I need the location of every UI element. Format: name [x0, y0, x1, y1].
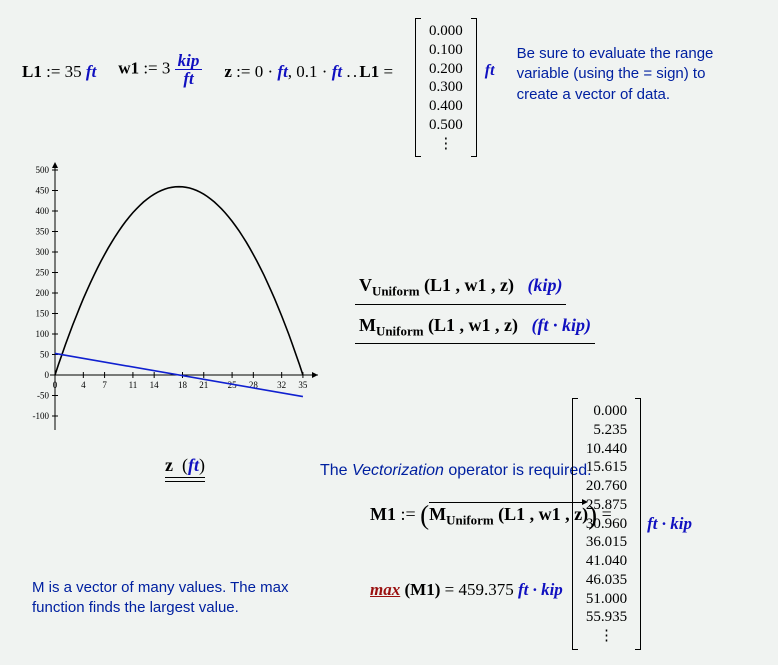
- note-max: M is a vector of many values. The max fu…: [32, 578, 332, 619]
- w1-val: 3: [162, 58, 171, 77]
- z-vector-values: 0.0000.1000.2000.3000.4000.500⋮: [421, 18, 471, 157]
- M1-sub: Uniform: [446, 513, 494, 528]
- legend-V-sub: Uniform: [372, 284, 420, 299]
- note-evaluate-range: Be sure to evaluate the range variable (…: [517, 44, 727, 105]
- w1-unit-fraction: kip ft: [175, 52, 203, 87]
- M1-fn: M: [429, 504, 446, 524]
- svg-text:11: 11: [129, 380, 138, 390]
- w1-unit-num: kip: [175, 52, 203, 70]
- L1-val: 35: [65, 62, 82, 81]
- svg-text:200: 200: [36, 288, 50, 298]
- svg-text:150: 150: [36, 309, 50, 319]
- w1-unit-den: ft: [175, 70, 203, 87]
- svg-text:7: 7: [102, 380, 107, 390]
- max-arg: (M1): [404, 580, 440, 599]
- legend-M: MUniform (L1 , w1 , z) (ft · kip): [355, 315, 595, 345]
- vectorize-arrow: MUniform (L1 , w1 , z): [429, 502, 588, 529]
- z-op: :=: [236, 62, 250, 81]
- z-unit1: ft: [277, 62, 287, 81]
- L1-name: L1: [22, 62, 42, 81]
- axis-unit: ft: [188, 455, 199, 475]
- z-upto: L1: [359, 62, 379, 81]
- svg-text:14: 14: [150, 380, 160, 390]
- svg-text:250: 250: [36, 268, 50, 278]
- svg-text:50: 50: [40, 350, 50, 360]
- svg-text:-50: -50: [37, 391, 49, 401]
- M1-vector: 0.0005.23510.44015.61520.76025.87530.960…: [572, 398, 692, 650]
- svg-text:18: 18: [178, 380, 188, 390]
- svg-text:350: 350: [36, 227, 50, 237]
- legend-V-fn: V: [359, 275, 372, 295]
- legend-M-args: (L1 , w1 , z): [428, 315, 518, 335]
- L1-op: :=: [46, 62, 60, 81]
- svg-text:0: 0: [45, 370, 50, 380]
- svg-text:300: 300: [36, 247, 50, 257]
- z-step: 0.1: [296, 62, 317, 81]
- legend-M-sub: Uniform: [376, 323, 424, 338]
- svg-text:21: 21: [199, 380, 208, 390]
- legend-V-args: (L1 , w1 , z): [424, 275, 514, 295]
- z-start: 0: [255, 62, 264, 81]
- svg-text:450: 450: [36, 186, 50, 196]
- legend-V-unit: (kip): [527, 275, 562, 295]
- legend-block: VUniform (L1 , w1 , z) (kip) MUniform (L…: [355, 275, 595, 354]
- max-val: 459.375: [458, 580, 513, 599]
- def-z: z := 0 · ft, 0.1 · ft . . L1 =: [224, 62, 393, 82]
- note2c: operator is required.: [444, 462, 592, 479]
- definitions-row: L1 := 35 ft w1 := 3 kip ft z := 0 · ft, …: [22, 18, 756, 157]
- max-fn: max: [370, 580, 400, 599]
- svg-text:100: 100: [36, 329, 50, 339]
- M1-lhs: M1: [370, 504, 396, 524]
- svg-text:0: 0: [53, 380, 58, 390]
- note2a: The: [320, 462, 352, 479]
- M1-op: :=: [401, 504, 416, 524]
- x-axis-label: z (ft): [50, 449, 320, 482]
- legend-M-fn: M: [359, 315, 376, 335]
- w1-op: :=: [143, 58, 157, 77]
- svg-text:500: 500: [36, 165, 50, 175]
- moment-shear-chart: 0471114182125283235-100-5005010015020025…: [20, 160, 320, 482]
- max-expression: max (M1) = 459.375 ft · kip: [370, 580, 563, 600]
- z-dots: . .: [346, 62, 359, 81]
- z-name: z: [224, 62, 232, 81]
- chart-svg: 0471114182125283235-100-5005010015020025…: [20, 160, 320, 440]
- note-vectorization: The Vectorization operator is required.: [320, 460, 592, 482]
- L1-unit: ft: [86, 62, 96, 81]
- legend-M-unit: (ft · kip): [531, 315, 590, 335]
- axis-var: z: [165, 455, 173, 475]
- M1-vector-unit: ft · kip: [647, 514, 692, 534]
- legend-V: VUniform (L1 , w1 , z) (kip): [355, 275, 566, 305]
- svg-text:400: 400: [36, 206, 50, 216]
- svg-text:4: 4: [81, 380, 86, 390]
- max-unit: ft · kip: [518, 580, 563, 599]
- svg-text:32: 32: [277, 380, 286, 390]
- def-L1: L1 := 35 ft: [22, 62, 96, 82]
- z-vector: 0.0000.1000.2000.3000.4000.500⋮: [415, 18, 477, 157]
- z-unit2: ft: [332, 62, 342, 81]
- svg-text:-100: -100: [33, 411, 50, 421]
- def-w1: w1 := 3 kip ft: [118, 52, 202, 87]
- z-vector-unit: ft: [485, 62, 495, 80]
- M1-vector-values: 0.0005.23510.44015.61520.76025.87530.960…: [578, 398, 635, 650]
- note2b: Vectorization: [352, 462, 444, 479]
- w1-name: w1: [118, 58, 139, 77]
- svg-text:35: 35: [298, 380, 308, 390]
